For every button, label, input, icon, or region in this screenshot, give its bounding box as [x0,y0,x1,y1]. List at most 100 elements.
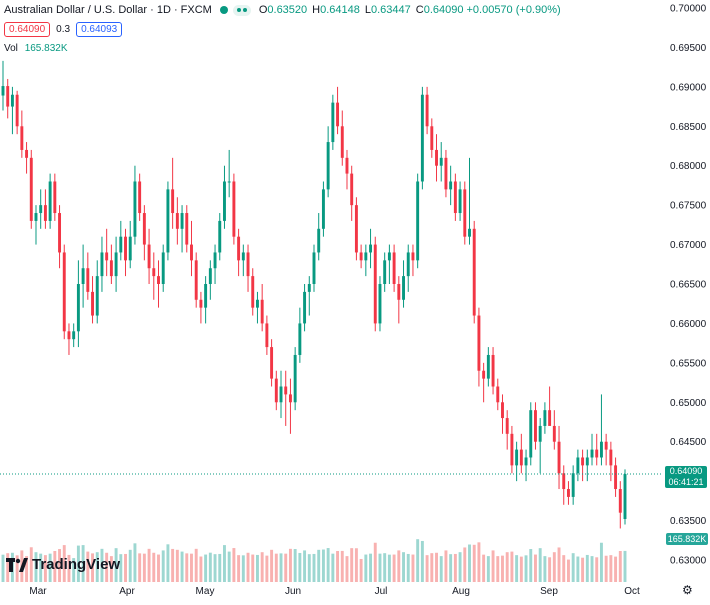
volume-bar [142,553,146,582]
volume-bar [562,555,566,582]
volume-bar [241,555,245,582]
volume-bar [58,549,62,582]
price-tick-label: 0.67000 [670,240,707,251]
volume-bar [449,554,453,582]
candle-body [114,252,118,277]
candle-body [486,354,490,379]
candle-body [223,181,226,221]
candle-body [260,299,264,324]
volume-bar [29,547,33,582]
candle-body [6,86,10,107]
volume-bar [609,555,613,582]
volume-bar [190,553,193,582]
symbol-title[interactable]: Australian Dollar / U.S. Dollar · 1D · F… [4,4,212,16]
candle-body [614,465,618,490]
volume-bar [298,552,302,582]
candle-body [491,354,495,387]
volume-bar [166,544,170,582]
candle-body [1,86,5,96]
candle-body [416,181,420,261]
candle-body [39,205,43,214]
candle-body [453,181,457,214]
tradingview-logo[interactable]: TradingView [6,556,120,573]
candle-body [321,189,325,229]
candle-body [303,291,307,324]
month-tick-label: Jul [375,586,388,597]
volume-bar [124,553,127,582]
candle-body [425,94,429,127]
volume-bar [251,554,255,582]
candle-body [623,474,627,519]
volume-bar [496,556,500,582]
candle-body [378,284,382,324]
last-price-tag: 0.64090 06:41:21 [665,466,707,488]
time-axis[interactable]: Mar Apr May Jun Jul Aug Sep Oct [29,586,640,597]
volume-label: Vol [4,43,18,54]
candle-body [76,284,80,332]
candle-body [585,457,589,466]
candle-body [199,299,203,308]
volume-bar [340,550,344,582]
sell-button[interactable]: 0.64090 [4,22,51,37]
candle-body [364,252,368,261]
volume-bar [411,554,415,582]
volume-bar [402,552,405,582]
volume-bar [227,551,231,582]
ohlc-close: C0.64090 [415,4,464,16]
volume-bar [501,555,504,582]
candle-body [251,276,255,308]
volume-legend[interactable]: Vol 165.832K [4,43,68,54]
candle-body [387,252,391,261]
volume-bar [119,554,123,582]
volume-bar [369,553,373,582]
volume-bar [81,545,85,582]
candle-body [312,252,316,284]
volume-bar [67,554,71,582]
candle-body [81,268,85,284]
candle-body [227,181,231,183]
volume-bar [161,550,165,582]
volume-bar [505,552,509,582]
volume-bar [274,553,278,582]
candle-body [29,157,33,221]
buy-button[interactable]: 0.64093 [76,22,123,37]
candle-body [307,284,311,292]
candle-body [359,252,363,261]
candle-body [48,181,52,221]
price-tick-label: 0.69000 [670,82,707,93]
volume-bar [359,558,363,582]
candle-body [590,449,594,458]
more-icon[interactable] [232,4,251,16]
price-tick-label: 0.65000 [670,398,707,409]
volume-bar [204,554,208,582]
price-tick-label: 0.68000 [670,161,707,172]
candle-body [288,394,292,403]
volume-bar [585,554,589,582]
volume-bar [326,548,330,582]
candle-body [270,347,274,379]
price-tick-label: 0.70000 [670,4,707,15]
volume-bar [194,548,198,582]
volume-bar [331,553,335,582]
candle-body [218,220,222,253]
candle-body [293,354,297,403]
settings-gear-icon[interactable]: ⚙ [682,583,693,597]
candle-body [91,291,94,316]
candle-body [336,102,340,127]
volume-bar [86,551,90,582]
candle-body [595,449,599,458]
last-price-value: 0.64090 [669,466,703,476]
candle-body [402,276,405,300]
volume-bar [524,555,528,582]
volume-bar [599,542,603,582]
month-tick-label: Mar [29,586,47,597]
volume-bar [543,556,547,582]
candle-body [566,489,570,497]
price-tick-label: 0.69500 [670,43,707,54]
volume-bar [510,551,514,582]
volume-bar [486,556,490,582]
volume-bar [237,555,241,582]
candle-body [237,236,241,261]
